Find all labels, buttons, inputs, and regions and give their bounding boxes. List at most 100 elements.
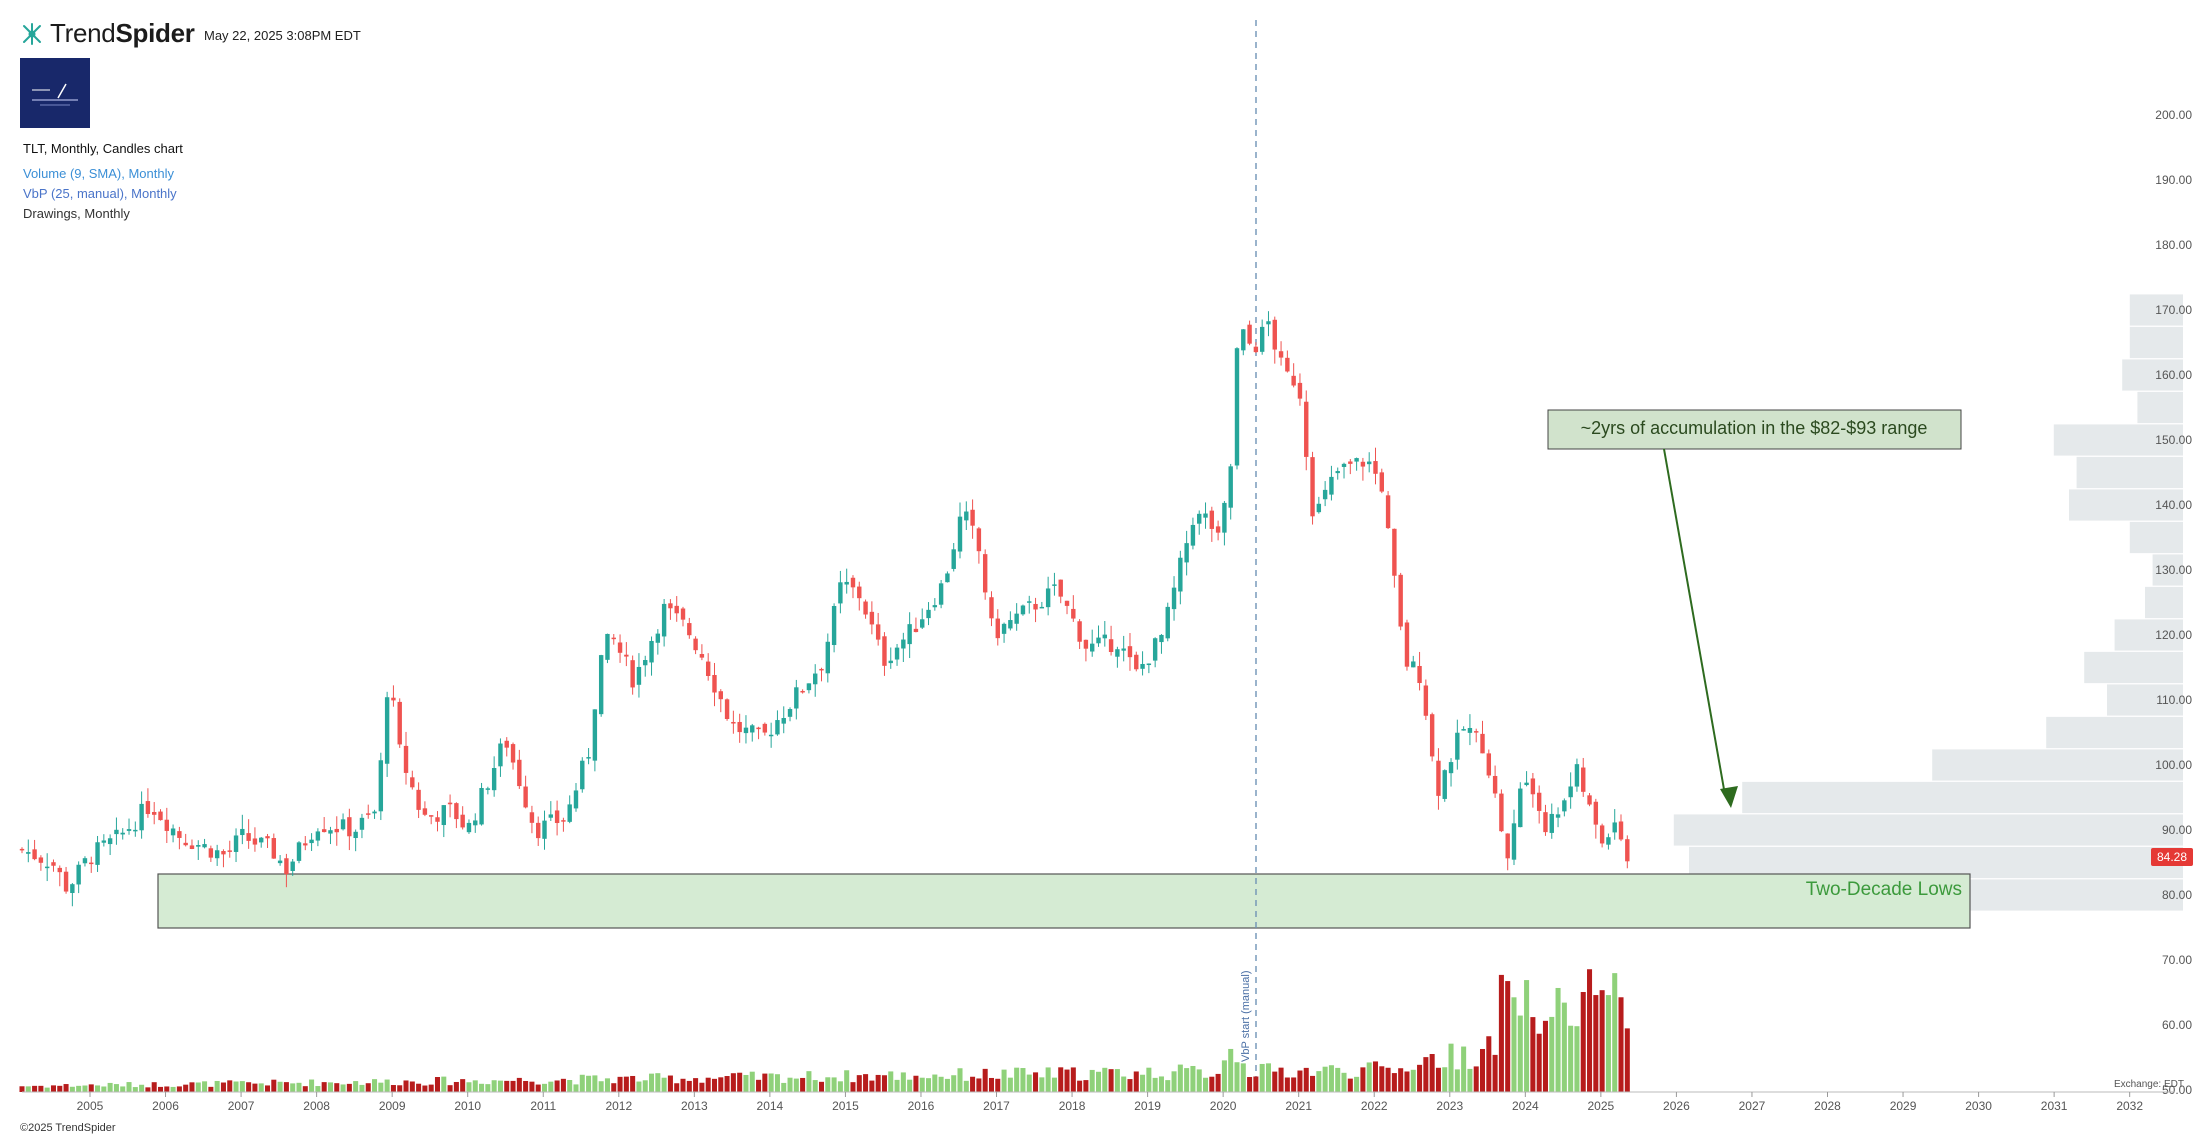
candle-body <box>819 668 824 671</box>
candle-body <box>1423 685 1429 716</box>
candle-body <box>970 509 975 526</box>
volume-bar <box>164 1086 170 1092</box>
candle-body <box>1278 351 1284 358</box>
volume-bar <box>680 1078 686 1092</box>
candle-body <box>491 768 497 791</box>
candle-body <box>787 709 793 717</box>
candle-body <box>51 862 56 866</box>
candle-body <box>1134 654 1139 670</box>
candle-body <box>712 674 717 693</box>
x-tick-label: 2007 <box>228 1099 255 1113</box>
volume-bar <box>1058 1067 1064 1092</box>
candle-body <box>630 660 635 688</box>
candle-body <box>649 640 654 663</box>
volume-bar <box>1146 1067 1152 1092</box>
candle-body <box>202 844 207 848</box>
volume-bar <box>586 1075 592 1092</box>
candle-body <box>643 660 648 666</box>
volume-bar <box>1272 1071 1278 1092</box>
vbp-bar <box>2145 586 2183 619</box>
vbp-start-label: VbP start (manual) <box>1240 970 1252 1062</box>
volume-bar <box>1587 969 1593 1092</box>
price-axis[interactable]: 200.00 190.00 180.00 170.00 160.00 150.00 140.… <box>2155 108 2192 1097</box>
volume-bar <box>1467 1068 1473 1092</box>
volume-bar <box>422 1085 428 1092</box>
candle-body <box>1285 357 1290 372</box>
candle-body <box>466 822 472 833</box>
volume-bar <box>466 1082 472 1092</box>
chart-title[interactable]: TLT, Monthly, Candles chart <box>23 141 183 156</box>
candle-body <box>989 597 994 619</box>
legend-volume-indicator[interactable]: Volume (9, SMA), Monthly <box>23 166 174 181</box>
accumulation-callout-box[interactable] <box>1547 409 1962 450</box>
candle-body <box>737 721 742 733</box>
candle-body <box>1429 714 1435 757</box>
candle-body <box>831 605 837 646</box>
candle-body <box>1411 661 1416 668</box>
candle-body <box>271 838 277 859</box>
volume-bar <box>1165 1080 1171 1092</box>
volume-bar <box>1461 1046 1467 1092</box>
volume-bar <box>1209 1076 1215 1092</box>
candle-body <box>1090 643 1095 652</box>
candle-body <box>1058 579 1063 597</box>
x-tick-label: 2015 <box>832 1099 859 1113</box>
candle-body <box>1455 732 1460 760</box>
candle-body <box>938 583 944 605</box>
candle-body <box>334 828 339 833</box>
candle-body <box>277 860 283 864</box>
volume-bar <box>145 1087 151 1092</box>
legend-vbp-indicator[interactable]: VbP (25, manual), Monthly <box>23 186 177 201</box>
vbp-bar <box>2129 326 2183 359</box>
volume-bar <box>327 1082 333 1092</box>
vbp-bar <box>2114 619 2183 651</box>
volume-bar <box>1599 990 1605 1092</box>
candle-body <box>1304 401 1309 457</box>
exchange-label: Exchange: EDT <box>2114 1079 2184 1090</box>
candle-body <box>1436 760 1441 796</box>
volume-bar <box>264 1085 271 1092</box>
volume-bar <box>239 1081 245 1092</box>
volume-bar <box>233 1081 239 1092</box>
y-tick-label: 50.00 <box>2162 1083 2192 1097</box>
volume-bar <box>365 1083 371 1092</box>
volume-bar <box>1228 1048 1234 1092</box>
volume-bar <box>1417 1064 1423 1092</box>
time-axis[interactable]: 2005 2006 2007 2008 2009 2010 2011 2012 2013 2014… <box>22 1091 2175 1113</box>
candle-body <box>1480 733 1485 754</box>
volume-bar <box>183 1084 189 1092</box>
legend-drawings[interactable]: Drawings, Monthly <box>23 206 130 221</box>
volume-bar <box>1039 1077 1045 1092</box>
candle-body <box>151 811 157 815</box>
volume-bar <box>535 1084 541 1092</box>
vbp-bar <box>2152 554 2183 586</box>
volume-bar <box>416 1083 422 1092</box>
candle-body <box>875 624 881 640</box>
volume-bar <box>856 1075 862 1092</box>
volume-bar <box>1253 1076 1259 1092</box>
candle-body <box>1259 326 1265 352</box>
candle-body <box>548 814 554 818</box>
volume-bar <box>787 1077 793 1092</box>
volume-bar <box>359 1084 365 1092</box>
volume-bar <box>1612 973 1618 1092</box>
candle-body <box>183 842 188 846</box>
volume-bar <box>1026 1074 1032 1092</box>
volume-bar <box>1423 1057 1429 1092</box>
vbp-bar <box>2069 489 2183 521</box>
volume-bar <box>743 1074 749 1092</box>
volume-bar <box>1020 1068 1026 1092</box>
volume-bar <box>1328 1065 1334 1092</box>
volume-bar <box>1177 1064 1183 1092</box>
volume-bar <box>82 1085 88 1092</box>
volume-bar <box>1014 1067 1020 1092</box>
candle-body <box>1581 767 1586 792</box>
volume-bar <box>76 1085 82 1092</box>
volume-bar <box>579 1074 585 1092</box>
volume-bar <box>271 1079 277 1092</box>
volume-bar <box>1215 1073 1221 1092</box>
volume-bar <box>988 1077 994 1092</box>
trendspider-logo[interactable]: TrendSpider <box>20 18 195 49</box>
volume-bar <box>655 1073 661 1092</box>
